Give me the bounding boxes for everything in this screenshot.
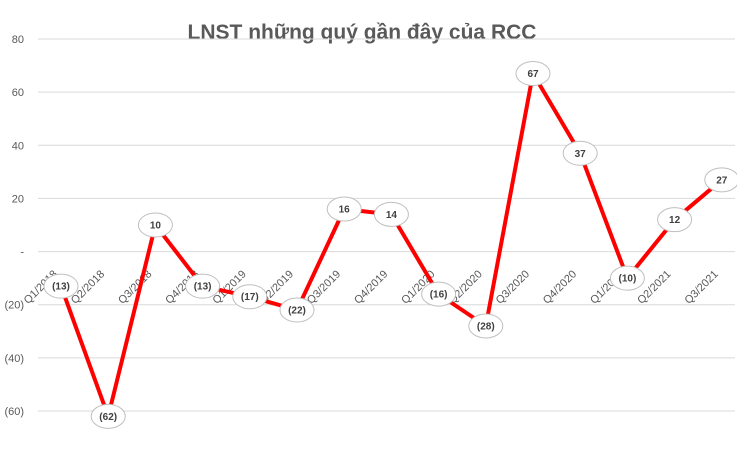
y-tick-label: (20) — [4, 300, 24, 312]
data-label-text: (22) — [288, 306, 306, 317]
data-point-label: 10 — [137, 212, 173, 238]
data-point-marker — [609, 265, 645, 291]
series-line-path — [59, 71, 724, 419]
data-point-marker — [373, 201, 409, 227]
data-label-text: (13) — [52, 282, 70, 293]
data-point-marker — [43, 273, 79, 299]
data-point-marker — [421, 281, 457, 307]
series-line — [59, 71, 724, 419]
data-point-marker — [562, 140, 598, 166]
data-label-text: 27 — [716, 175, 728, 186]
gridlines — [38, 38, 735, 412]
data-point-marker — [232, 284, 268, 310]
y-tick-label: 80 — [12, 34, 24, 46]
x-tick-label: Q3/2019 — [305, 268, 343, 306]
data-point-label: (62) — [90, 403, 126, 429]
data-label-text: 37 — [575, 149, 587, 160]
x-tick-label: Q3/2020 — [494, 268, 532, 306]
data-point-label: (10) — [609, 265, 645, 291]
y-tick-label: 60 — [12, 87, 24, 99]
data-label-text: 67 — [527, 69, 539, 80]
data-point-marker — [185, 273, 221, 299]
data-point-marker — [468, 313, 504, 339]
data-point-label: (13) — [185, 273, 221, 299]
data-label-text: 16 — [339, 205, 351, 216]
data-label-text: (17) — [241, 292, 259, 303]
data-label-text: 14 — [386, 210, 398, 221]
data-point-label: (28) — [468, 313, 504, 339]
data-point-label: 27 — [704, 167, 737, 193]
y-tick-label: - — [20, 247, 24, 259]
data-point-marker — [279, 297, 315, 323]
data-point-label: 12 — [657, 207, 693, 233]
data-point-label: (17) — [232, 284, 268, 310]
data-point-label: (16) — [421, 281, 457, 307]
data-point-marker — [704, 167, 737, 193]
chart-title: LNST những quý gần đây của RCC — [188, 21, 537, 44]
y-tick-label: 20 — [12, 193, 24, 205]
x-tick-label: Q4/2019 — [352, 268, 390, 306]
data-label-text: (62) — [99, 412, 117, 423]
data-point-label: 37 — [562, 140, 598, 166]
data-point-label: 14 — [373, 201, 409, 227]
data-point-marker — [657, 207, 693, 233]
y-tick-label: (40) — [4, 353, 24, 365]
data-label-text: (28) — [477, 321, 495, 332]
data-point-label: (22) — [279, 297, 315, 323]
x-tick-label: Q3/2021 — [683, 268, 721, 306]
y-tick-label: 40 — [12, 140, 24, 152]
data-label-text: (13) — [194, 282, 212, 293]
data-point-marker — [137, 212, 173, 238]
data-labels: (13) (62) 10 (13) (17) (22) 16 14 (16) (28) 67 37 (1… — [43, 61, 737, 429]
data-point-marker — [90, 403, 126, 429]
data-label-text: 12 — [669, 215, 681, 226]
data-label-text: 10 — [150, 221, 162, 232]
data-label-text: (16) — [430, 290, 448, 301]
data-point-label: (13) — [43, 273, 79, 299]
data-point-label: 67 — [515, 61, 551, 87]
data-point-marker — [515, 61, 551, 87]
data-label-text: (10) — [619, 274, 637, 285]
y-axis-ticks: 80 60 40 20 - (20) (40) (60) — [4, 34, 24, 418]
y-tick-label: (60) — [4, 406, 24, 418]
data-point-label: 16 — [326, 196, 362, 222]
data-point-marker — [326, 196, 362, 222]
x-tick-label: Q4/2020 — [541, 268, 579, 306]
